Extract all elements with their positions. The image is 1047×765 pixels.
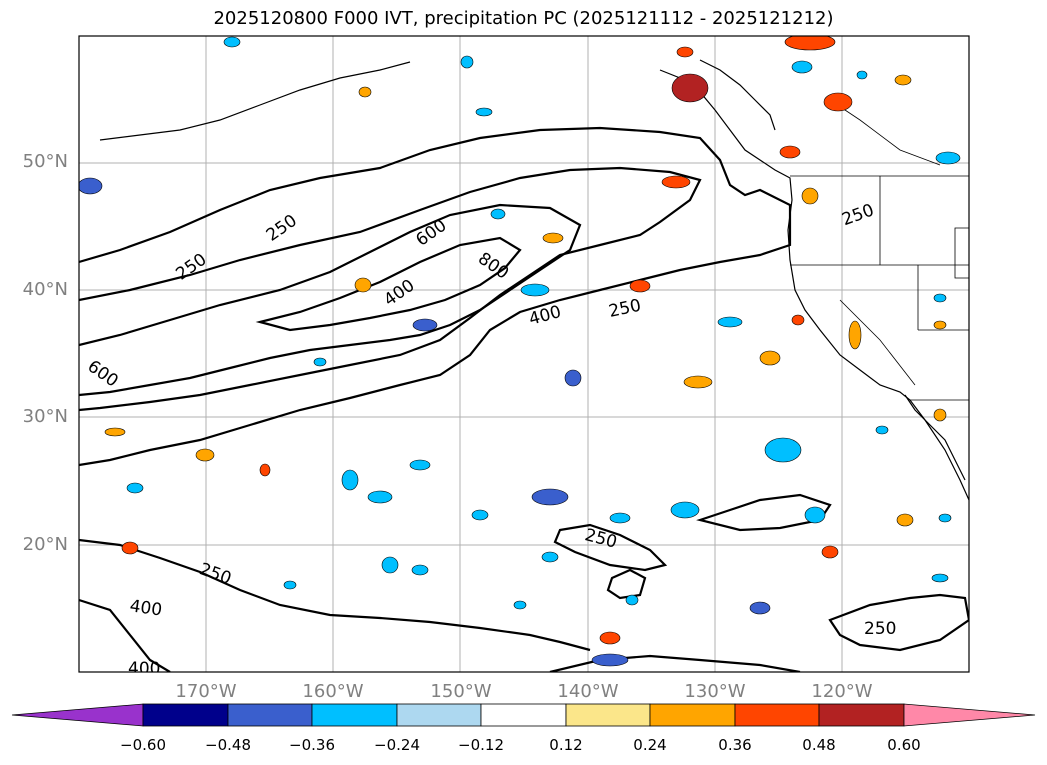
colorbar-segment <box>227 703 313 727</box>
precip-positive-blobs <box>104 36 947 645</box>
colorbar-segment <box>734 703 820 727</box>
lat-label-30n: 30°N <box>22 406 68 427</box>
map-border <box>78 35 970 673</box>
lon-label-170w: 170°W <box>175 681 237 702</box>
contour-label: 400 <box>128 659 160 679</box>
lon-label-130w: 130°W <box>684 681 746 702</box>
lon-label-150w: 150°W <box>430 681 492 702</box>
colorbar-tick: 0.12 <box>549 736 583 754</box>
colorbar-segment <box>142 703 229 727</box>
lat-label-20n: 20°N <box>22 534 68 555</box>
colorbar-segment <box>565 703 651 727</box>
colorbar-tick: −0.36 <box>289 736 335 754</box>
map-title: 2025120800 F000 IVT, precipitation PC (2… <box>213 8 834 29</box>
lon-label-120w: 120°W <box>811 681 873 702</box>
precip-negative-blobs <box>79 36 961 667</box>
coastline <box>99 59 969 501</box>
colorbar <box>11 703 1036 727</box>
colorbar-segment <box>480 703 567 727</box>
lat-label-50n: 50°N <box>22 151 68 172</box>
contour-label: 400 <box>128 596 163 620</box>
colorbar-segment <box>396 703 482 727</box>
lon-label-160w: 160°W <box>302 681 364 702</box>
colorbar-segment <box>903 703 1036 727</box>
colorbar-segment <box>649 703 736 727</box>
ivt-contours <box>79 126 969 672</box>
colorbar-tick: 0.36 <box>718 736 752 754</box>
colorbar-segment <box>311 703 398 727</box>
colorbar-tick: −0.12 <box>458 736 504 754</box>
colorbar-tick: 0.48 <box>802 736 836 754</box>
colorbar-segment <box>11 703 144 727</box>
map-area <box>79 36 969 672</box>
colorbar-tick: 0.24 <box>633 736 667 754</box>
colorbar-tick: −0.24 <box>374 736 420 754</box>
colorbar-tick: −0.48 <box>205 736 251 754</box>
lon-label-140w: 140°W <box>557 681 619 702</box>
contour-label: 250 <box>864 619 896 639</box>
colorbar-segment <box>818 703 905 727</box>
colorbar-tick: −0.60 <box>120 736 166 754</box>
lat-label-40n: 40°N <box>22 279 68 300</box>
colorbar-tick: 0.60 <box>887 736 921 754</box>
